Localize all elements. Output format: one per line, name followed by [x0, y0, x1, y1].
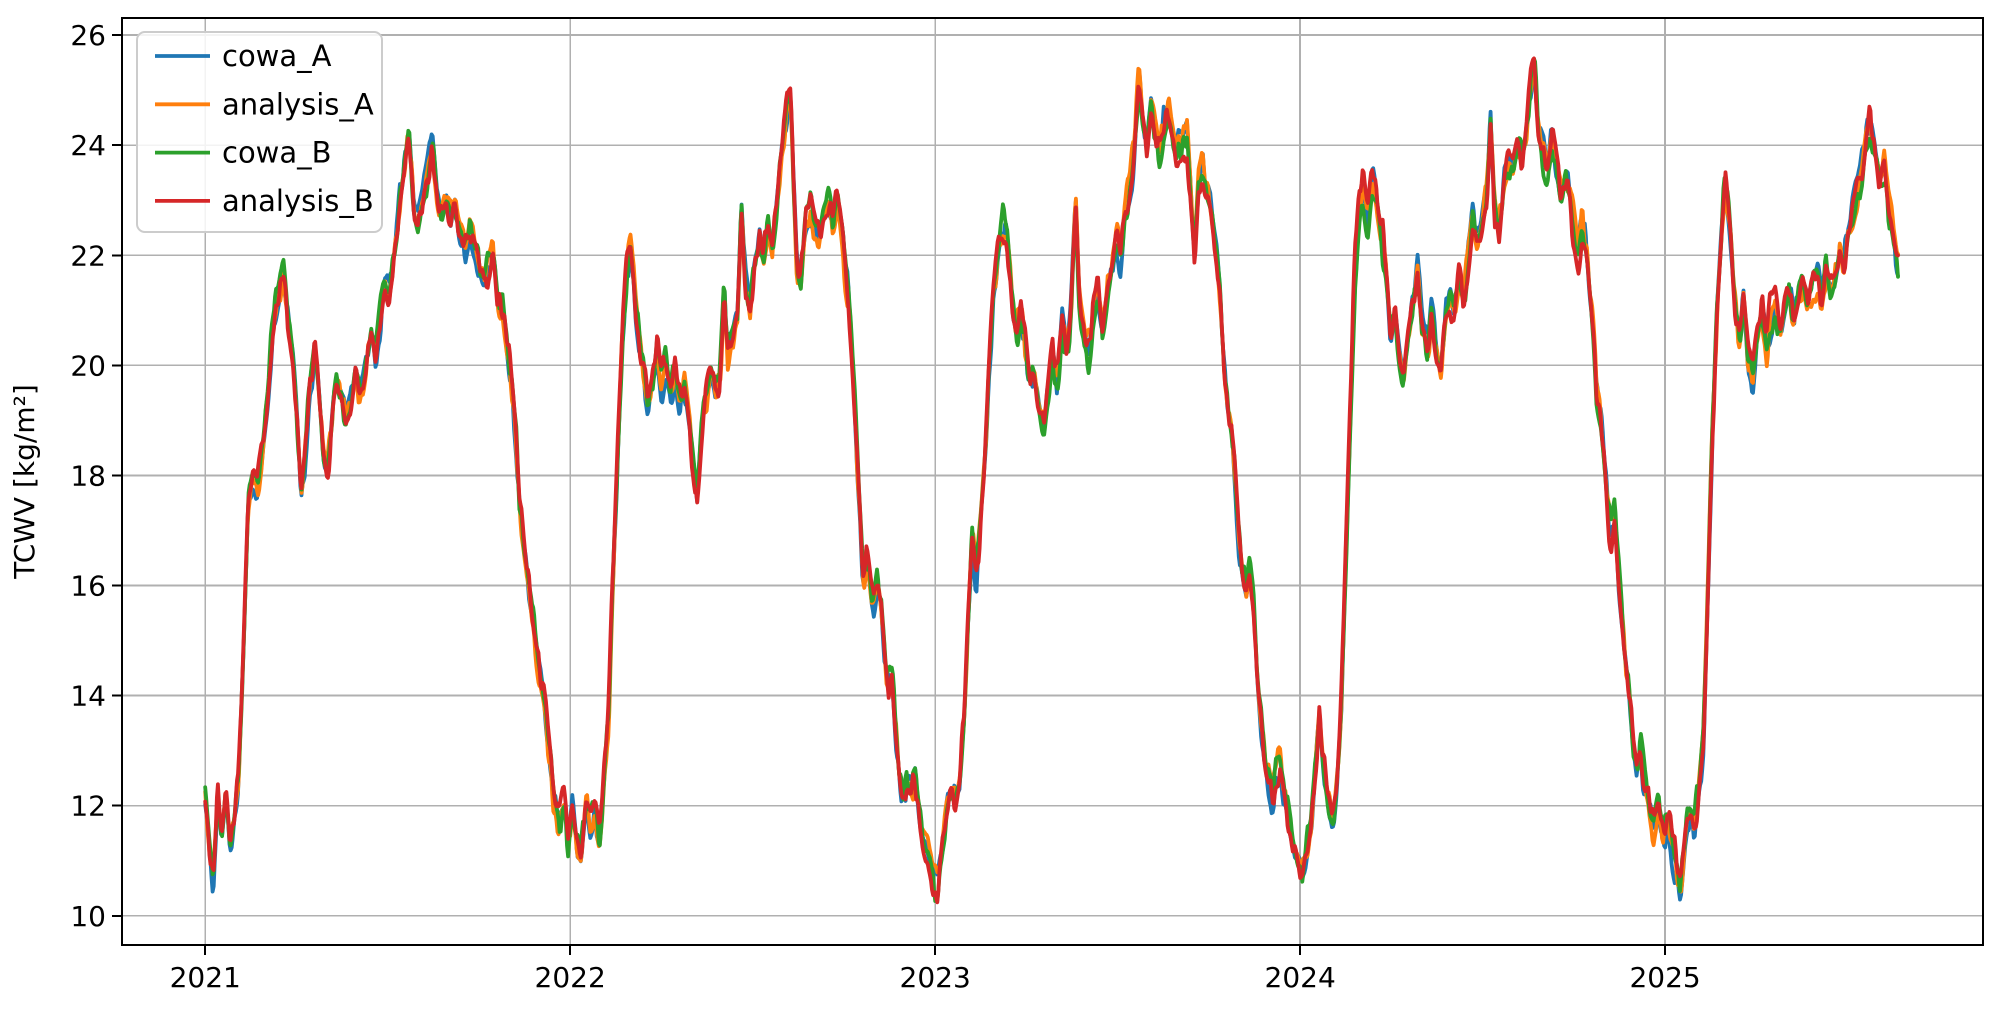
axes-spines — [121, 17, 1984, 946]
y-tick-label: 12 — [70, 790, 106, 823]
x-tick-label: 2025 — [1629, 961, 1700, 994]
series-line-cowa_B — [203, 56, 1900, 903]
y-tick-label: 24 — [70, 129, 106, 162]
legend-item-cowa_A: cowa_A — [155, 39, 332, 73]
legend-label-cowa_B: cowa_B — [222, 136, 332, 170]
legend: cowa_A analysis_A cowa_B analysis_B — [136, 31, 383, 233]
x-tick-label: 2022 — [535, 961, 606, 994]
legend-label-analysis_B: analysis_B — [222, 184, 374, 218]
legend-label-cowa_A: cowa_A — [222, 39, 332, 73]
legend-item-cowa_B: cowa_B — [155, 136, 332, 170]
legend-item-analysis_A: analysis_A — [155, 87, 374, 121]
y-tick-label: 18 — [70, 459, 106, 492]
x-tick-label: 2024 — [1265, 961, 1336, 994]
legend-label-analysis_A: analysis_A — [222, 87, 374, 121]
y-tick-label: 10 — [70, 900, 106, 933]
series-line-analysis_B — [203, 56, 1900, 905]
ticks — [112, 34, 1667, 955]
y-tick-label: 16 — [70, 570, 106, 603]
x-tick-label: 2021 — [170, 961, 241, 994]
y-tick-label: 14 — [70, 680, 106, 713]
y-tick-label: 26 — [70, 19, 106, 52]
legend-item-analysis_B: analysis_B — [155, 184, 374, 218]
y-tick-label: 22 — [70, 239, 106, 272]
y-tick-label: 20 — [70, 349, 106, 382]
x-tick-label: 2023 — [900, 961, 971, 994]
y-axis-label: TCWV [kg/m²] — [8, 384, 41, 580]
legend-box — [136, 31, 383, 233]
